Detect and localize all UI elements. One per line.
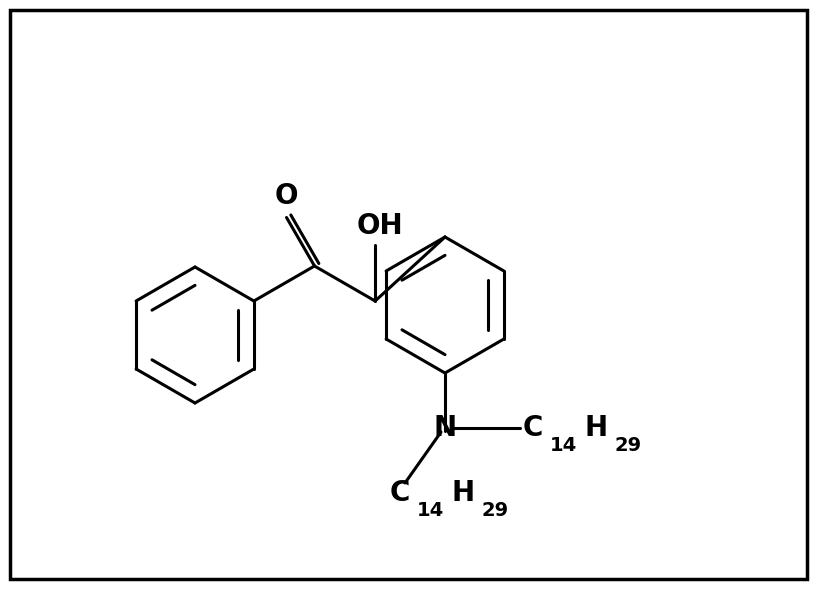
Text: H: H (452, 479, 475, 507)
Text: O: O (275, 181, 298, 210)
Text: C: C (390, 479, 410, 507)
Text: C: C (523, 414, 543, 442)
Text: H: H (585, 414, 608, 442)
Text: OH: OH (357, 212, 404, 240)
Text: 29: 29 (482, 501, 509, 520)
Text: 14: 14 (417, 501, 444, 520)
Text: N: N (434, 414, 457, 442)
Text: 14: 14 (550, 436, 577, 455)
Text: 29: 29 (615, 436, 642, 455)
